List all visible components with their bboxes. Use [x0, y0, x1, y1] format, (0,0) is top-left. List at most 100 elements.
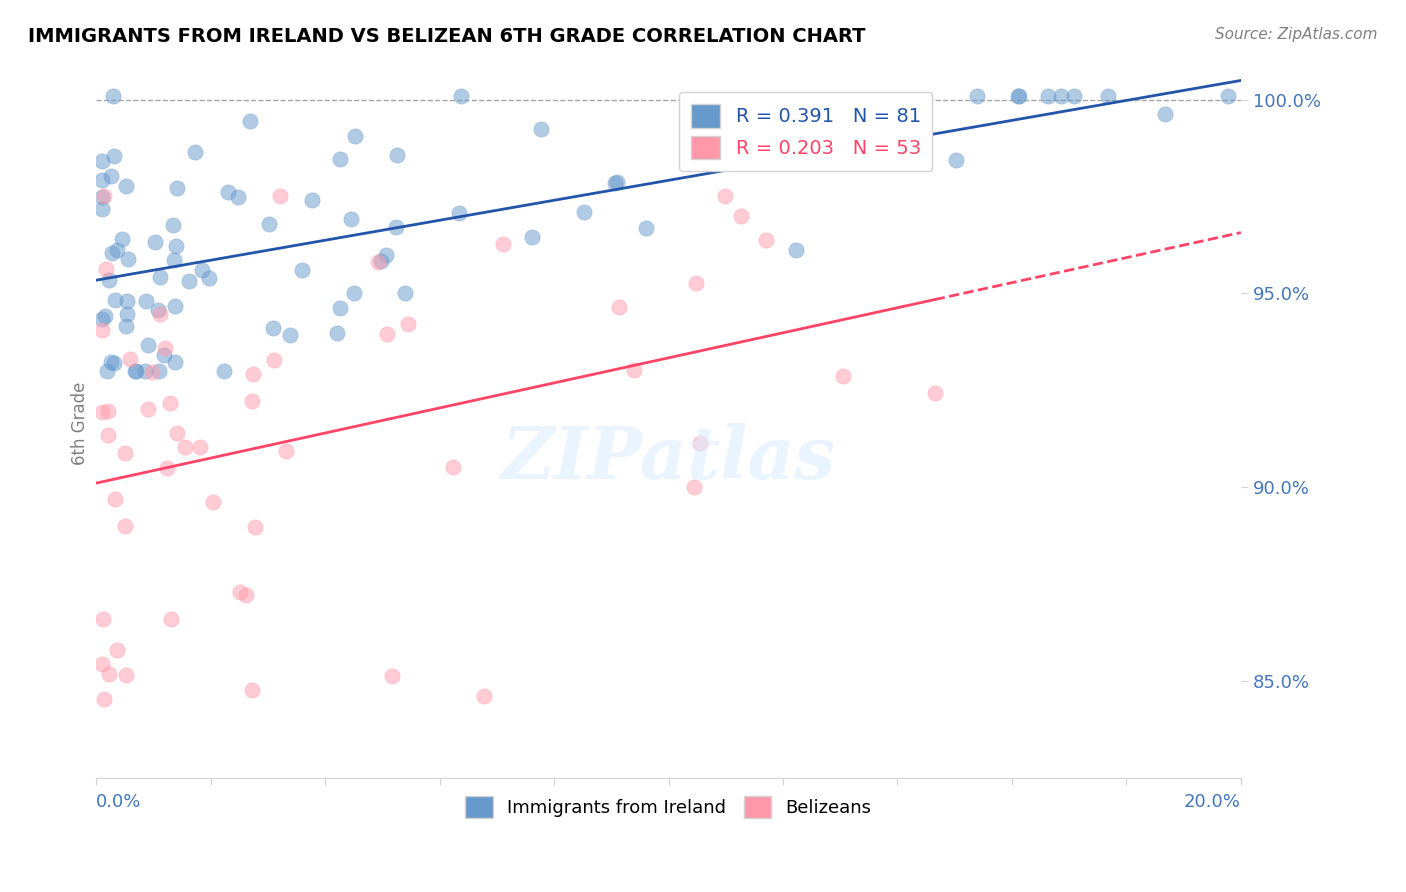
Point — [214, 364, 236, 378]
Point — [105, 244, 128, 258]
Point — [370, 254, 392, 268]
Point — [785, 243, 807, 257]
Point — [343, 128, 366, 143]
Point — [101, 246, 124, 260]
Point — [143, 235, 166, 249]
Point — [291, 263, 314, 277]
Point — [96, 364, 118, 378]
Point — [135, 293, 157, 308]
Point — [184, 145, 207, 159]
Point — [91, 657, 114, 671]
Point — [603, 177, 626, 191]
Point — [367, 255, 389, 269]
Point — [90, 405, 112, 419]
Legend: Immigrants from Ireland, Belizeans: Immigrants from Ireland, Belizeans — [458, 789, 879, 825]
Point — [98, 273, 121, 287]
Point — [90, 202, 112, 216]
Point — [103, 88, 125, 103]
Point — [574, 205, 596, 219]
Point — [385, 147, 408, 161]
Point — [343, 285, 366, 300]
Point — [394, 286, 416, 301]
Point — [242, 682, 264, 697]
Point — [148, 364, 170, 378]
Point — [118, 352, 141, 367]
Point — [945, 153, 967, 167]
Point — [217, 186, 239, 200]
Point — [191, 263, 214, 277]
Point — [201, 494, 224, 508]
Point — [683, 480, 706, 494]
Point — [179, 274, 201, 288]
Point — [188, 440, 211, 454]
Point — [269, 189, 291, 203]
Point — [1216, 88, 1239, 103]
Point — [714, 189, 737, 203]
Point — [104, 293, 127, 307]
Point — [242, 368, 264, 382]
Point — [166, 426, 188, 441]
Point — [100, 354, 122, 368]
Point — [100, 169, 122, 184]
Point — [623, 363, 645, 377]
Point — [97, 427, 120, 442]
Point — [375, 326, 398, 341]
Point — [138, 337, 160, 351]
Point — [607, 300, 630, 314]
Point — [114, 667, 136, 681]
Point — [520, 229, 543, 244]
Point — [226, 189, 249, 203]
Point — [141, 365, 163, 379]
Point — [755, 233, 778, 247]
Point — [301, 193, 323, 207]
Point — [240, 394, 263, 409]
Point — [235, 588, 257, 602]
Point — [381, 669, 404, 683]
Point — [94, 309, 117, 323]
Point — [149, 307, 172, 321]
Point — [198, 271, 221, 285]
Point — [97, 404, 120, 418]
Point — [117, 252, 139, 266]
Point — [93, 692, 115, 706]
Point — [685, 276, 707, 290]
Point — [103, 149, 125, 163]
Point — [91, 154, 114, 169]
Point — [924, 386, 946, 401]
Point — [96, 261, 118, 276]
Text: IMMIGRANTS FROM IRELAND VS BELIZEAN 6TH GRADE CORRELATION CHART: IMMIGRANTS FROM IRELAND VS BELIZEAN 6TH … — [28, 27, 866, 45]
Point — [117, 294, 139, 309]
Point — [98, 667, 121, 681]
Point — [93, 189, 115, 203]
Point — [326, 326, 349, 340]
Point — [274, 444, 297, 458]
Point — [606, 175, 628, 189]
Point — [530, 121, 553, 136]
Point — [447, 206, 470, 220]
Point — [156, 461, 179, 475]
Point — [831, 368, 853, 383]
Point — [1007, 88, 1029, 103]
Point — [160, 611, 183, 625]
Point — [103, 356, 125, 370]
Point — [166, 239, 188, 253]
Point — [114, 446, 136, 460]
Point — [105, 642, 128, 657]
Text: 0.0%: 0.0% — [96, 793, 142, 811]
Point — [136, 402, 159, 417]
Point — [374, 248, 396, 262]
Point — [90, 323, 112, 337]
Point — [278, 328, 301, 343]
Point — [238, 114, 260, 128]
Point — [163, 252, 186, 267]
Point — [1038, 88, 1060, 103]
Point — [1097, 88, 1119, 103]
Point — [966, 88, 988, 103]
Point — [1154, 106, 1177, 120]
Point — [257, 217, 280, 231]
Point — [159, 396, 181, 410]
Point — [153, 348, 176, 362]
Text: 20.0%: 20.0% — [1184, 793, 1241, 811]
Point — [229, 585, 252, 599]
Point — [385, 220, 408, 235]
